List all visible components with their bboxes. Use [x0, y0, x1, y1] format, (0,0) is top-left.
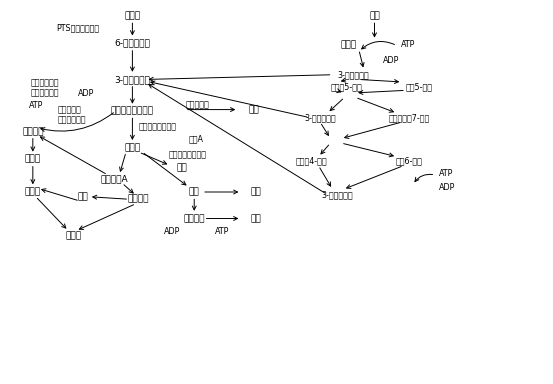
Text: 乳酸脱氢酶: 乳酸脱氢酶	[186, 100, 210, 109]
Text: 3-磷酸甘油醛: 3-磷酸甘油醛	[338, 70, 369, 79]
Text: 丙酮酸: 丙酮酸	[124, 143, 140, 152]
Text: 核糖5-磷酸: 核糖5-磷酸	[406, 82, 433, 91]
Text: 富马酸: 富马酸	[25, 187, 41, 197]
Text: 乙酰辅酶A: 乙酰辅酶A	[100, 174, 128, 183]
Text: ATP: ATP	[29, 101, 43, 111]
Text: 景天庚酮糖7-磷酸: 景天庚酮糖7-磷酸	[388, 113, 430, 122]
Text: 乳酸: 乳酸	[249, 105, 259, 114]
Text: 异柠檬酸: 异柠檬酸	[128, 195, 149, 204]
Text: 3-磷酸甘油醛: 3-磷酸甘油醛	[304, 113, 336, 122]
Text: ADP: ADP	[439, 183, 455, 192]
Text: ATP: ATP	[439, 169, 453, 178]
Text: 乙酸: 乙酸	[77, 192, 88, 201]
Text: 磷酸烯醇式丙酮酸: 磷酸烯醇式丙酮酸	[111, 106, 154, 116]
Text: 丁二酸: 丁二酸	[66, 231, 82, 240]
Text: 6-磷酸葡萄糖: 6-磷酸葡萄糖	[114, 39, 150, 48]
Text: 葡萄糖: 葡萄糖	[124, 12, 140, 20]
Text: 乙醛: 乙醛	[189, 187, 200, 197]
Text: ADP: ADP	[78, 89, 95, 98]
Text: 木酮糖5-磷酸: 木酮糖5-磷酸	[331, 82, 362, 91]
Text: 乙醇: 乙醇	[251, 187, 261, 197]
Text: 磷酸烯醇式丙酮酸: 磷酸烯醇式丙酮酸	[139, 122, 176, 131]
Text: 3-磷酸甘油醛: 3-磷酸甘油醛	[114, 75, 150, 84]
Text: 乙酸磷酸: 乙酸磷酸	[184, 214, 205, 223]
Text: 丙酮酸甲酸裂解酶: 丙酮酸甲酸裂解酶	[169, 150, 207, 159]
Text: 木糖醇: 木糖醇	[340, 40, 356, 50]
Text: ADP: ADP	[383, 56, 399, 65]
Text: 木糖: 木糖	[369, 12, 380, 20]
Text: 果糖6-磷酸: 果糖6-磷酸	[395, 157, 422, 166]
Text: ADP: ADP	[164, 227, 180, 237]
Text: 3-磷酸甘油醛: 3-磷酸甘油醛	[321, 190, 353, 199]
Text: 辅酶A: 辅酶A	[189, 134, 204, 143]
Text: 磷酸烯醇式丙
酮酸皮化激酶: 磷酸烯醇式丙 酮酸皮化激酶	[30, 78, 59, 98]
Text: 磷酸烯醇式
丙酮酸羧化酶: 磷酸烯醇式 丙酮酸羧化酶	[58, 105, 86, 124]
Text: 甲酸: 甲酸	[177, 163, 187, 172]
Text: 苹果酸: 苹果酸	[25, 155, 41, 164]
Text: ATP: ATP	[215, 227, 229, 237]
Text: ATP: ATP	[401, 40, 415, 50]
Text: 乙酸: 乙酸	[251, 214, 261, 223]
Text: PTS磷酸转移系统: PTS磷酸转移系统	[56, 23, 100, 32]
Text: 赤藓糖4-磷酸: 赤藓糖4-磷酸	[296, 157, 327, 166]
Text: 草酰乙酸: 草酰乙酸	[22, 127, 44, 136]
